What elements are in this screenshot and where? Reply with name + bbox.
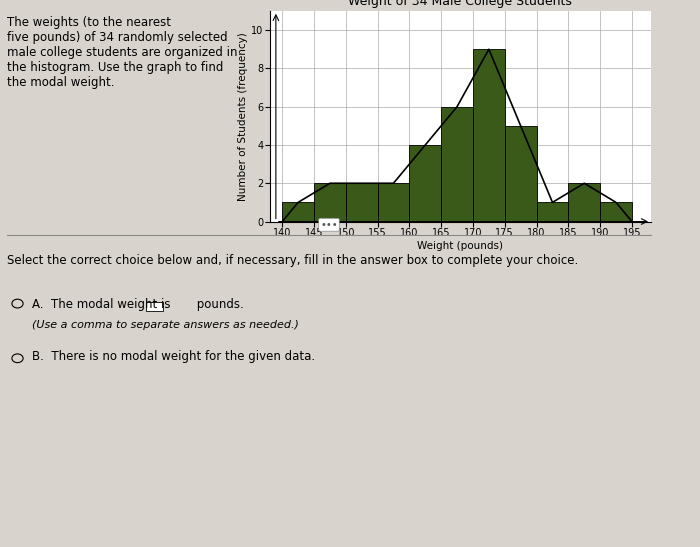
Bar xyxy=(377,183,409,222)
Text: A.  The modal weight is       pounds.: A. The modal weight is pounds. xyxy=(32,298,244,311)
Bar xyxy=(505,126,536,222)
Title: Weight of 34 Male College Students: Weight of 34 Male College Students xyxy=(349,0,572,8)
Text: B.  There is no modal weight for the given data.: B. There is no modal weight for the give… xyxy=(32,350,314,363)
Bar xyxy=(346,183,377,222)
X-axis label: Weight (pounds): Weight (pounds) xyxy=(417,241,503,251)
Bar xyxy=(568,183,600,222)
Bar xyxy=(473,49,505,222)
Bar xyxy=(282,202,314,222)
Bar xyxy=(314,183,346,222)
Bar xyxy=(600,202,632,222)
Text: •••: ••• xyxy=(320,220,338,230)
Text: Select the correct choice below and, if necessary, fill in the answer box to com: Select the correct choice below and, if … xyxy=(7,254,578,267)
Y-axis label: Number of Students (frequency): Number of Students (frequency) xyxy=(238,32,248,201)
Bar xyxy=(441,107,473,222)
Text: (Use a comma to separate answers as needed.): (Use a comma to separate answers as need… xyxy=(32,320,298,330)
Bar xyxy=(410,145,441,222)
Bar xyxy=(537,202,568,222)
Text: The weights (to the nearest
five pounds) of 34 randomly selected
male college st: The weights (to the nearest five pounds)… xyxy=(7,16,237,89)
